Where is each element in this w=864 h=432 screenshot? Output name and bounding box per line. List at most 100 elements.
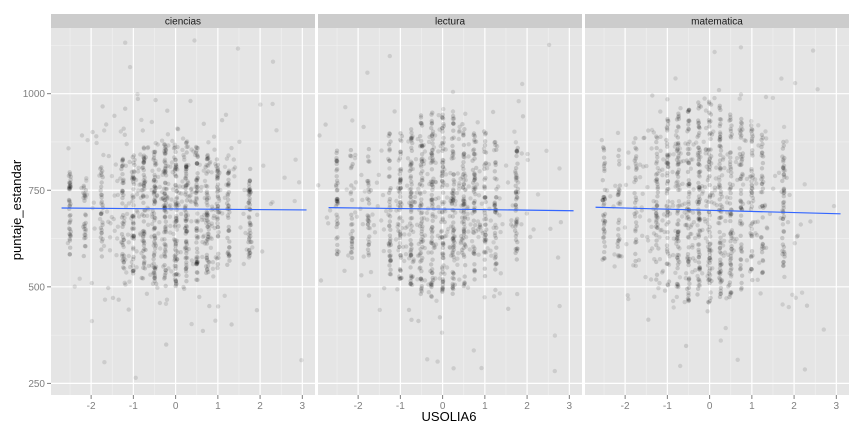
data-point <box>205 218 210 223</box>
data-point <box>697 265 702 270</box>
data-point <box>152 188 157 193</box>
data-point <box>430 132 435 137</box>
data-point <box>544 148 549 153</box>
data-point <box>675 211 680 216</box>
data-point <box>451 286 456 292</box>
data-point <box>498 229 503 235</box>
data-point <box>675 183 680 189</box>
data-point <box>430 152 435 157</box>
data-point <box>247 215 252 221</box>
data-point <box>676 116 682 122</box>
data-point <box>173 202 179 207</box>
data-point <box>387 158 392 163</box>
data-point <box>431 176 436 181</box>
data-point <box>430 147 435 153</box>
data-point <box>348 232 353 237</box>
data-point <box>616 238 621 243</box>
data-point <box>675 234 680 240</box>
data-point <box>183 218 188 223</box>
data-point <box>188 198 193 203</box>
data-point <box>398 176 403 182</box>
data-point <box>493 142 498 148</box>
data-point <box>440 251 445 256</box>
data-point <box>227 253 232 258</box>
data-point <box>654 172 659 177</box>
data-point <box>194 235 200 241</box>
data-point <box>348 153 353 158</box>
data-point <box>705 239 710 245</box>
data-point <box>162 225 168 230</box>
data-point <box>349 240 355 245</box>
data-point <box>482 195 487 200</box>
data-point <box>408 238 413 243</box>
data-point <box>163 193 168 199</box>
data-point <box>426 250 431 255</box>
data-point <box>150 212 155 217</box>
data-point <box>705 263 711 268</box>
data-point <box>780 242 786 247</box>
data-point <box>144 194 149 199</box>
data-point <box>601 203 606 208</box>
data-point <box>397 180 402 186</box>
data-point <box>205 213 210 219</box>
data-point <box>431 145 437 150</box>
data-point <box>152 189 158 194</box>
data-point <box>127 279 132 284</box>
data-point <box>98 188 103 193</box>
data-point <box>673 133 679 138</box>
data-point <box>174 188 179 194</box>
data-point <box>493 162 498 168</box>
data-point <box>781 259 786 265</box>
data-point <box>409 138 414 143</box>
data-point <box>152 266 158 271</box>
data-point <box>780 222 786 227</box>
data-point <box>665 97 670 102</box>
data-point <box>195 188 200 194</box>
data-point <box>455 171 460 176</box>
data-point <box>696 158 702 163</box>
data-point <box>658 134 663 139</box>
data-point <box>451 188 456 193</box>
data-point <box>182 157 187 162</box>
data-point <box>493 210 498 215</box>
data-point <box>131 160 136 165</box>
data-point <box>413 157 419 162</box>
data-point <box>665 179 671 184</box>
data-point <box>335 181 340 186</box>
data-point <box>462 155 467 160</box>
data-point <box>470 158 475 163</box>
data-point <box>82 191 87 196</box>
data-point <box>247 235 252 241</box>
data-point <box>654 215 659 220</box>
data-point <box>482 235 487 240</box>
data-point <box>145 145 151 150</box>
data-point <box>84 176 89 181</box>
data-point <box>429 120 435 126</box>
data-point <box>376 172 381 178</box>
data-point <box>247 221 253 226</box>
data-point <box>755 277 760 282</box>
data-point <box>615 192 621 198</box>
data-point <box>143 155 148 160</box>
data-point <box>666 199 671 204</box>
data-point <box>676 174 681 179</box>
data-point <box>224 156 230 161</box>
data-point <box>163 200 169 206</box>
data-point <box>107 248 113 253</box>
data-point <box>199 214 204 220</box>
data-point <box>165 132 171 137</box>
data-point <box>665 154 670 159</box>
data-point <box>163 144 168 149</box>
data-point <box>418 115 424 120</box>
data-point <box>145 205 150 210</box>
data-point <box>386 241 391 246</box>
data-point <box>189 321 194 327</box>
data-point <box>483 232 488 238</box>
data-point <box>718 107 723 113</box>
data-point <box>153 97 158 103</box>
data-point <box>718 121 723 127</box>
data-point <box>626 165 631 170</box>
data-point <box>350 236 355 241</box>
data-point <box>691 220 697 225</box>
data-point <box>398 215 403 220</box>
